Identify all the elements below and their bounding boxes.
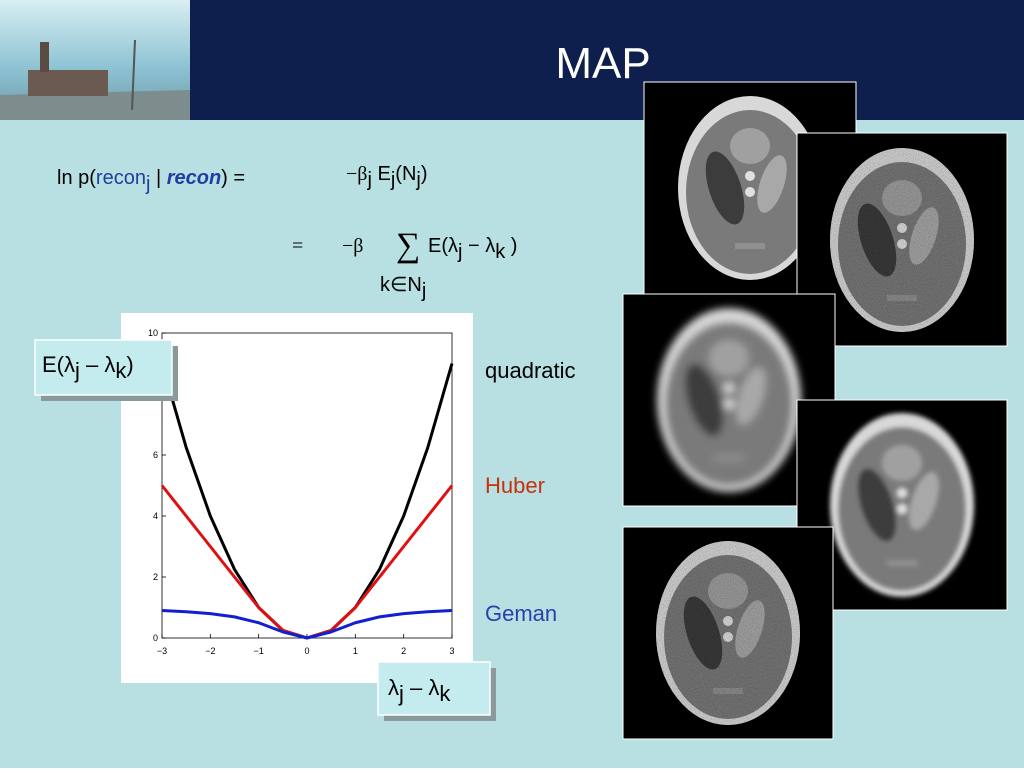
label-part: λ <box>388 675 399 700</box>
x-tick-label: 3 <box>449 646 454 656</box>
header-photo <box>0 0 190 120</box>
formula-part: ) = <box>221 167 245 189</box>
label-part: k <box>439 681 451 706</box>
legend-label: Huber <box>485 473 545 498</box>
legend-label: Geman <box>485 601 557 626</box>
formula-part: j <box>145 173 150 195</box>
formula-part: ) <box>505 235 517 257</box>
label-part: j <box>398 681 404 706</box>
difference-label: λj – λk <box>388 675 451 706</box>
formula-part: −β <box>342 235 363 257</box>
formula-part: (N <box>395 163 416 185</box>
formula-part: k∈N <box>380 274 422 296</box>
phantom-image <box>622 526 834 740</box>
y-tick-label: 0 <box>153 633 158 643</box>
reconstruction-images <box>622 81 1008 740</box>
chart-panel <box>121 313 473 683</box>
plot: −3−2−101230246810 <box>148 328 455 656</box>
formula-part: recon <box>96 167 146 189</box>
formula-part: recon <box>167 167 221 189</box>
label-part: ) <box>126 352 133 377</box>
formula-part: = <box>292 235 303 257</box>
formula-line: −βj Ej(Nj) <box>346 163 428 191</box>
series-line <box>161 609 453 640</box>
x-tick-label: 1 <box>353 646 358 656</box>
formula-part: j <box>421 280 426 302</box>
formula-line: E(λj − λk ) <box>428 235 517 263</box>
label-part: j <box>74 358 80 383</box>
label-part: – λ <box>404 675 439 700</box>
formula-part: −β <box>346 163 367 185</box>
formula-part: j <box>415 169 420 191</box>
formula-part: j <box>390 169 395 191</box>
legend-label: quadratic <box>485 358 576 383</box>
label-box <box>377 661 491 716</box>
x-tick-label: 2 <box>401 646 406 656</box>
energy-label: E(λj – λk) <box>42 352 134 383</box>
label-box <box>34 339 173 396</box>
label-part: – λ <box>80 352 115 377</box>
y-tick-label: 4 <box>153 511 158 521</box>
y-tick-label: 6 <box>153 450 158 460</box>
formula-part: k <box>495 241 506 263</box>
slide-title: MAP <box>555 39 650 88</box>
header-bar <box>190 0 1024 120</box>
x-tick-label: 0 <box>304 646 309 656</box>
formula-line: k∈Nj <box>380 274 426 302</box>
label-part: k <box>115 358 127 383</box>
formula-part: j <box>366 169 371 191</box>
formula-part: − λ <box>462 235 495 257</box>
formula-part: ln p( <box>57 167 96 189</box>
legend: quadratic Huber Geman <box>485 358 576 626</box>
formula-part: j <box>457 241 462 263</box>
x-tick-label: −3 <box>157 646 167 656</box>
formula-part: E <box>372 163 391 185</box>
formula-part: ∑ <box>396 227 420 264</box>
formula-part: | <box>150 167 166 189</box>
formula-part: ) <box>421 163 428 185</box>
x-tick-label: −1 <box>254 646 264 656</box>
formula-part: E(λ <box>428 235 458 257</box>
x-tick-label: −2 <box>205 646 215 656</box>
y-tick-label: 10 <box>148 328 158 338</box>
label-part: E(λ <box>42 352 75 377</box>
y-tick-label: 2 <box>153 572 158 582</box>
formula-line: ln p(reconj | recon) = <box>57 167 245 195</box>
